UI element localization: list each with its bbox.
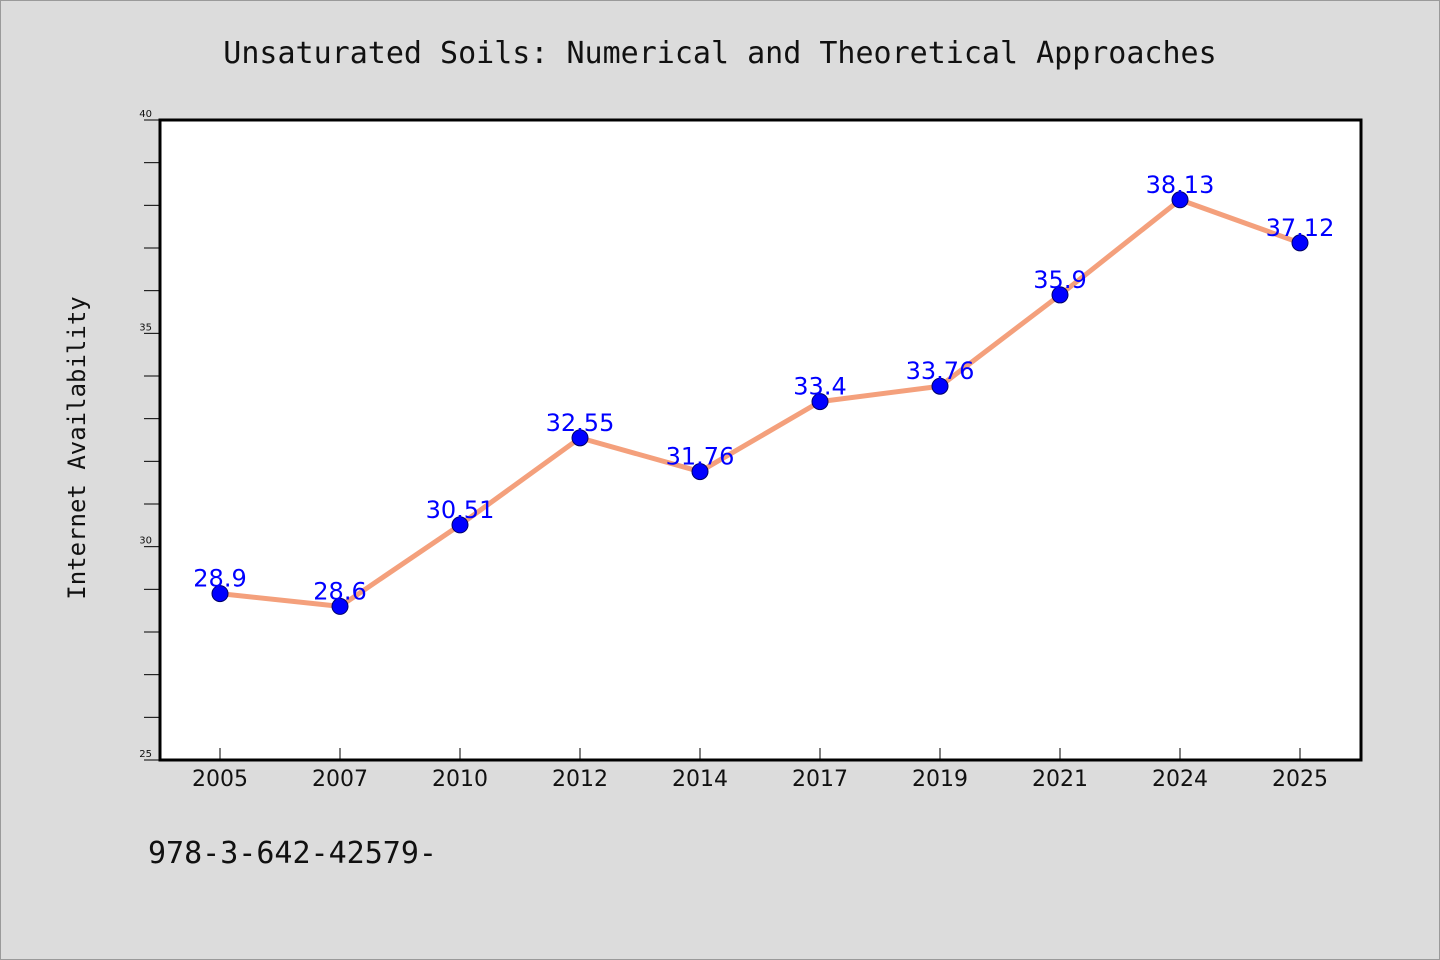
x-tick-labels: 2005 2007 2010 2012 2014 2017 2019 2021 2024 2025	[192, 767, 1328, 792]
data-point	[1171, 191, 1189, 209]
y-tick-label: 40	[139, 109, 152, 120]
data-labels: 28.9 28.6 30.51 32.55 31.76 33.4 33.76 35.9 38.1…	[193, 171, 1334, 606]
x-tick-label: 2024	[1152, 767, 1208, 792]
isbn-text: 978-3-642-42579-	[148, 836, 437, 871]
y-tick-labels: 25 30 35 40	[139, 109, 152, 760]
data-point	[931, 377, 949, 395]
data-label: 31.76	[666, 443, 735, 471]
x-tick-label: 2005	[192, 767, 248, 792]
data-point	[1051, 286, 1069, 304]
data-label: 33.4	[793, 373, 846, 401]
x-tick-label: 2010	[432, 767, 488, 792]
data-label: 38.13	[1146, 171, 1215, 199]
data-label: 28.9	[193, 565, 246, 593]
data-label: 32.55	[546, 409, 615, 437]
series-line	[217, 197, 1303, 609]
data-label: 33.76	[906, 357, 975, 385]
y-tick-label: 35	[139, 322, 152, 333]
x-tick-label: 2014	[672, 767, 728, 792]
data-point	[571, 429, 589, 447]
x-tick-label: 2025	[1272, 767, 1328, 792]
data-point	[811, 393, 829, 411]
y-tick-label: 30	[139, 536, 152, 547]
data-label: 30.51	[426, 496, 495, 524]
plot-border	[158, 118, 1363, 762]
chart-title: Unsaturated Soils: Numerical and Theoret…	[223, 36, 1216, 71]
data-label: 28.6	[313, 577, 366, 605]
data-point	[331, 597, 349, 615]
plot-area	[160, 120, 1361, 760]
x-ticks	[219, 748, 1301, 760]
data-point	[451, 516, 469, 534]
data-point	[691, 463, 709, 481]
data-label: 37.12	[1266, 214, 1335, 242]
data-point	[1291, 234, 1309, 252]
y-tick-label: 25	[139, 749, 152, 760]
data-markers	[211, 191, 1309, 615]
x-tick-label: 2007	[312, 767, 368, 792]
y-axis-label: Internet Availability	[63, 296, 91, 599]
x-tick-label: 2017	[792, 767, 848, 792]
x-tick-label: 2019	[912, 767, 968, 792]
data-point	[211, 585, 229, 603]
x-tick-label: 2012	[552, 767, 608, 792]
x-tick-label: 2021	[1032, 767, 1088, 792]
y-minor-ticks	[144, 119, 160, 761]
data-label: 35.9	[1033, 266, 1086, 294]
